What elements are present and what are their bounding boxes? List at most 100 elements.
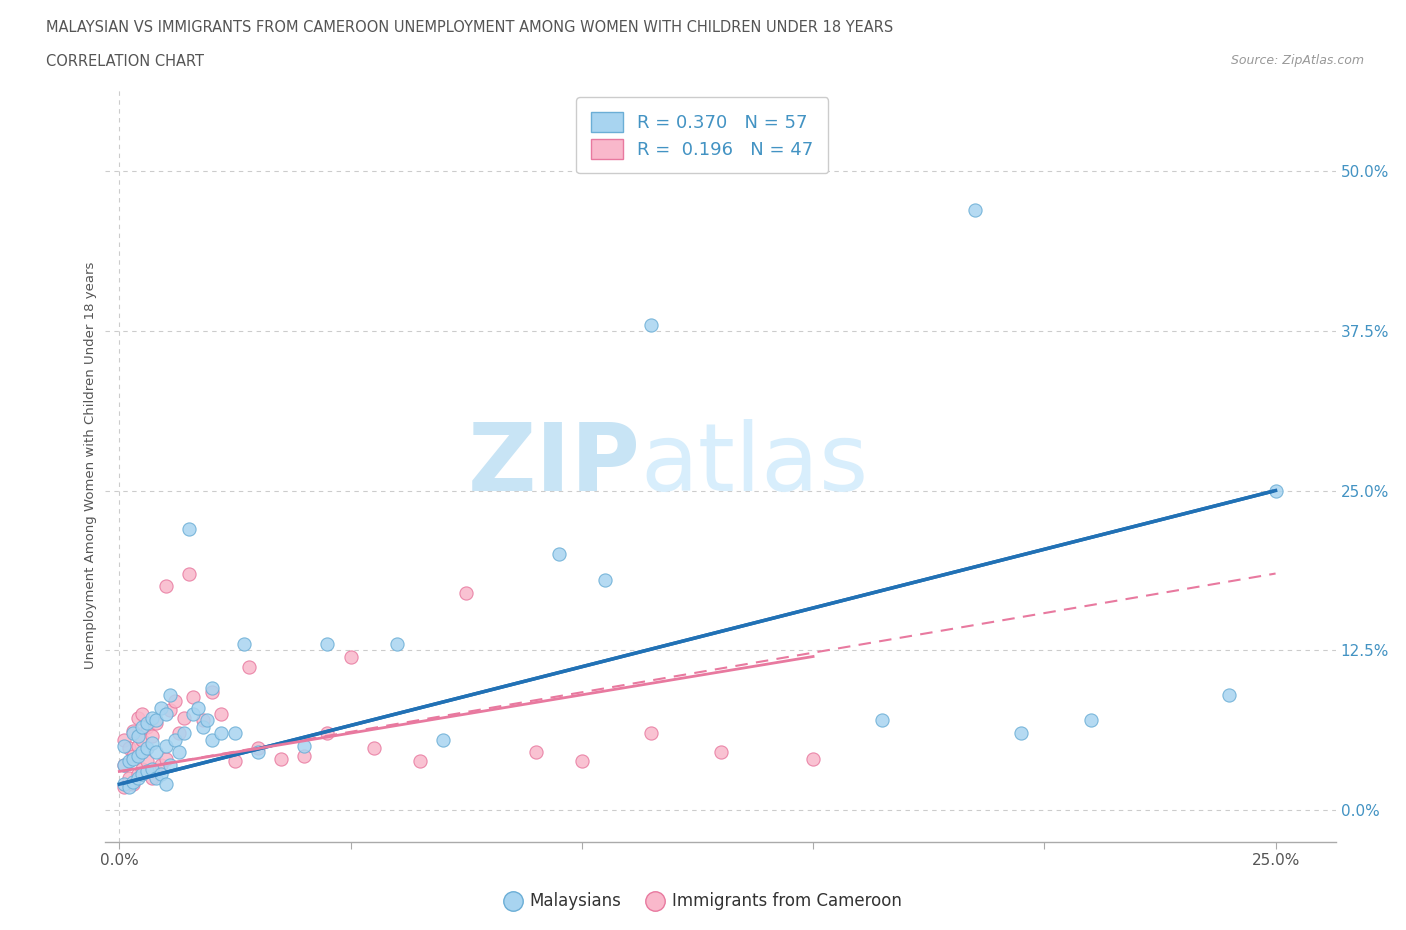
Point [173, 711, 195, 725]
Point [270, 751, 292, 766]
Point [149, 758, 172, 773]
Point [177, 566, 200, 581]
Point [163, 732, 186, 747]
Point [131, 719, 153, 734]
Point [122, 777, 145, 791]
Point [159, 758, 181, 773]
Point [155, 751, 177, 766]
Point [547, 547, 569, 562]
Point [173, 725, 195, 740]
Point [191, 719, 214, 734]
Point [155, 738, 177, 753]
Point [571, 754, 593, 769]
Y-axis label: Unemployment Among Women with Children Under 18 years: Unemployment Among Women with Children U… [84, 261, 97, 669]
Point [233, 636, 256, 651]
Legend: Malaysians, Immigrants from Cameroon: Malaysians, Immigrants from Cameroon [498, 885, 908, 917]
Point [801, 751, 824, 766]
Point [385, 636, 408, 651]
Text: atlas: atlas [641, 419, 869, 511]
Point [155, 777, 177, 791]
Point [201, 681, 224, 696]
Point [141, 728, 163, 743]
Point [1264, 483, 1286, 498]
Point [187, 700, 209, 715]
Point [127, 770, 149, 785]
Point [122, 725, 145, 740]
Point [640, 317, 662, 332]
Point [169, 745, 191, 760]
Text: MALAYSIAN VS IMMIGRANTS FROM CAMEROON UNEMPLOYMENT AMONG WOMEN WITH CHILDREN UND: MALAYSIAN VS IMMIGRANTS FROM CAMEROON UN… [46, 20, 894, 35]
Text: CORRELATION CHART: CORRELATION CHART [46, 54, 204, 69]
Point [183, 690, 205, 705]
Point [201, 732, 224, 747]
Point [524, 745, 547, 760]
Point [593, 573, 616, 588]
Point [963, 202, 986, 217]
Point [163, 694, 186, 709]
Point [112, 732, 135, 747]
Point [145, 770, 167, 785]
Point [169, 725, 191, 740]
Point [159, 687, 181, 702]
Point [247, 745, 270, 760]
Point [112, 758, 135, 773]
Point [131, 745, 153, 760]
Point [183, 707, 205, 722]
Point [117, 741, 139, 756]
Point [710, 745, 733, 760]
Point [112, 758, 135, 773]
Point [136, 719, 159, 734]
Point [191, 713, 214, 728]
Point [201, 684, 224, 699]
Point [122, 751, 145, 766]
Point [131, 766, 153, 781]
Legend: R = 0.370   N = 57, R =  0.196   N = 47: R = 0.370 N = 57, R = 0.196 N = 47 [576, 98, 828, 173]
Point [145, 764, 167, 778]
Point [117, 754, 139, 769]
Point [238, 659, 260, 674]
Point [209, 725, 232, 740]
Point [122, 749, 145, 764]
Point [292, 749, 315, 764]
Point [131, 707, 153, 722]
Point [1218, 687, 1240, 702]
Point [363, 741, 385, 756]
Point [136, 764, 159, 778]
Point [141, 762, 163, 777]
Point [117, 779, 139, 794]
Point [177, 522, 200, 537]
Point [195, 713, 218, 728]
Point [145, 713, 167, 728]
Point [1010, 725, 1032, 740]
Point [149, 766, 172, 781]
Point [456, 585, 478, 600]
Point [247, 741, 270, 756]
Point [872, 713, 894, 728]
Point [127, 749, 149, 764]
Point [141, 711, 163, 725]
Point [141, 770, 163, 785]
Point [112, 777, 135, 791]
Point [292, 738, 315, 753]
Point [316, 725, 339, 740]
Point [136, 741, 159, 756]
Point [131, 762, 153, 777]
Point [127, 728, 149, 743]
Text: ZIP: ZIP [468, 419, 641, 511]
Point [409, 754, 432, 769]
Point [136, 715, 159, 730]
Point [127, 766, 149, 781]
Point [122, 774, 145, 789]
Point [224, 725, 246, 740]
Point [117, 770, 139, 785]
Point [127, 738, 149, 753]
Point [155, 707, 177, 722]
Point [224, 754, 246, 769]
Point [316, 636, 339, 651]
Text: Source: ZipAtlas.com: Source: ZipAtlas.com [1230, 54, 1364, 67]
Point [1080, 713, 1102, 728]
Point [136, 754, 159, 769]
Point [159, 703, 181, 718]
Point [131, 732, 153, 747]
Point [127, 711, 149, 725]
